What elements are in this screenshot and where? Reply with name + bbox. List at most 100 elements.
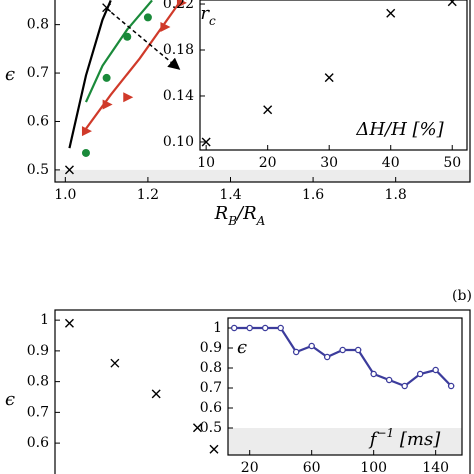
- x-tick-label: 1.0: [54, 187, 76, 203]
- x-marker: [192, 423, 202, 433]
- y-tick-label: 0.9: [200, 340, 222, 356]
- dot-marker: [385, 376, 393, 384]
- y-tick-label: 0.6: [27, 435, 49, 451]
- trend-arrow: [105, 7, 181, 70]
- label-part: c: [209, 14, 216, 28]
- x-tick-label: 40: [382, 155, 400, 171]
- x-marker: [324, 73, 334, 83]
- plot-area: [200, 0, 467, 150]
- y-tick-label: 0.9: [27, 343, 49, 359]
- axis-label: ϵ: [5, 389, 15, 410]
- y-tick-label: 0.5: [200, 420, 222, 436]
- line: [68, 0, 112, 149]
- label-part: ϵ: [237, 337, 247, 358]
- x-marker: [263, 105, 273, 115]
- axis-label: ϵ: [5, 64, 15, 85]
- y-tick-label: 1: [213, 320, 222, 336]
- y-tick-label: 0.22: [163, 0, 194, 12]
- x-tick-label: 20: [241, 460, 259, 474]
- y-tick-label: 0.8: [27, 374, 49, 390]
- x-marker: [64, 318, 74, 328]
- dot-marker: [123, 32, 132, 41]
- marker-stroke: [64, 165, 74, 175]
- y-tick-label: 0.5: [27, 162, 49, 178]
- dot-marker: [261, 324, 269, 332]
- x-tick-label: 60: [303, 460, 321, 474]
- x-marker: [201, 137, 211, 147]
- label-part: A: [256, 214, 266, 228]
- x-tick-label: 1.6: [302, 187, 324, 203]
- dot-marker: [416, 370, 424, 378]
- y-tick-label: 0.10: [163, 134, 194, 150]
- dot-marker: [401, 382, 408, 390]
- marker-stroke: [386, 8, 396, 18]
- dot-marker: [432, 366, 439, 374]
- label-part: ϵ: [5, 64, 15, 85]
- panel-label: (b): [452, 288, 472, 304]
- dot-marker: [339, 346, 346, 354]
- triangle-marker: [102, 99, 113, 110]
- plot-frame: [54, 0, 471, 183]
- axis-label: ΔH/H [%]: [355, 119, 444, 140]
- dot-marker: [277, 324, 284, 332]
- dot-marker: [81, 148, 90, 157]
- axis-label: rc: [200, 3, 216, 28]
- x-tick-label: 140: [422, 460, 449, 474]
- label-part: B: [227, 214, 237, 228]
- line: [85, 0, 182, 130]
- shaded-band: [55, 169, 470, 182]
- triangle-marker: [160, 22, 171, 33]
- plot-frame: [54, 309, 471, 474]
- x-marker: [386, 8, 396, 18]
- y-tick-label: 0.6: [27, 113, 49, 129]
- line: [84, 0, 153, 103]
- plot-frame: [227, 317, 463, 456]
- plot-frame: [199, 0, 468, 151]
- marker-stroke: [201, 137, 211, 147]
- marker-stroke: [192, 423, 202, 433]
- dot-marker: [246, 324, 253, 332]
- label-part: r: [200, 3, 210, 24]
- dot-marker: [354, 346, 362, 354]
- x-tick-label: 20: [259, 155, 277, 171]
- marker-stroke: [324, 73, 334, 83]
- label-part: −1: [376, 426, 394, 440]
- label-part: [ms]: [394, 429, 441, 450]
- x-tick-label: 100: [360, 460, 387, 474]
- x-marker: [64, 165, 74, 175]
- y-tick-label: 0.8: [200, 360, 222, 376]
- y-tick-label: 0.18: [163, 42, 194, 58]
- dot-marker: [143, 13, 152, 22]
- x-tick-label: 1.2: [137, 187, 159, 203]
- y-tick-label: 0.7: [200, 380, 222, 396]
- x-marker: [209, 444, 219, 454]
- dot-marker: [323, 353, 331, 361]
- x-marker: [110, 358, 120, 368]
- x-tick-label: 30: [320, 155, 338, 171]
- dot-marker: [308, 342, 315, 350]
- shaded-band: [228, 428, 462, 455]
- marker-stroke: [110, 358, 120, 368]
- x-tick-label: 1.8: [385, 187, 407, 203]
- label-part: ΔH/H [%]: [355, 119, 444, 140]
- y-tick-label: 0.6: [200, 400, 222, 416]
- triangle-marker: [123, 92, 134, 103]
- x-tick-label: 50: [443, 155, 461, 171]
- y-tick-label: 0.7: [27, 65, 49, 81]
- marker-stroke: [447, 0, 457, 7]
- y-tick-label: 0.8: [27, 17, 49, 33]
- axis-label: RB/RA: [214, 203, 266, 228]
- x-tick-label: 10: [197, 155, 215, 171]
- dot-marker: [447, 382, 455, 390]
- label-part: /R: [235, 203, 257, 224]
- triangle-marker: [81, 126, 92, 137]
- marker-stroke: [64, 318, 74, 328]
- x-tick-label: 1.4: [219, 187, 241, 203]
- marker-stroke: [263, 105, 273, 115]
- dot-marker: [370, 370, 377, 378]
- triangle-marker: [176, 0, 187, 8]
- x-marker: [447, 0, 457, 7]
- dot-marker: [102, 73, 111, 82]
